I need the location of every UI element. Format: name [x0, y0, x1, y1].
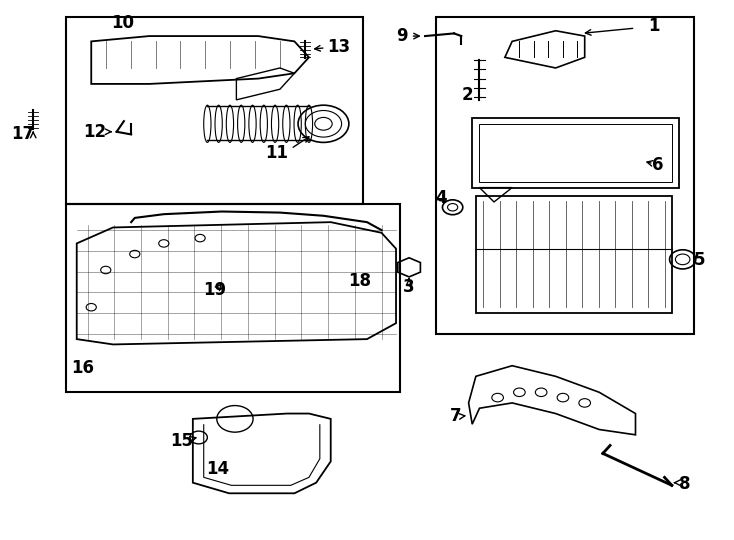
Text: 15: 15: [170, 432, 194, 450]
Text: 10: 10: [111, 14, 134, 32]
Text: 6: 6: [652, 156, 663, 174]
Text: 11: 11: [265, 144, 288, 162]
Text: 14: 14: [207, 461, 230, 478]
Text: 19: 19: [203, 281, 226, 299]
Text: 2: 2: [462, 85, 473, 104]
Text: 12: 12: [84, 123, 106, 141]
Text: 17: 17: [11, 125, 34, 144]
Text: 5: 5: [694, 252, 705, 269]
Text: 9: 9: [396, 27, 407, 45]
Bar: [479, 124, 672, 183]
Bar: [476, 195, 672, 313]
Text: 3: 3: [403, 278, 415, 296]
Bar: [66, 204, 399, 392]
Bar: [436, 17, 694, 334]
Text: 7: 7: [450, 407, 462, 425]
Text: 8: 8: [679, 475, 691, 492]
Text: 1: 1: [648, 17, 659, 36]
Text: 18: 18: [348, 272, 371, 289]
Bar: [472, 118, 679, 187]
Bar: [66, 17, 363, 204]
Text: 4: 4: [435, 189, 447, 207]
Text: 16: 16: [71, 359, 94, 377]
Text: 13: 13: [327, 38, 350, 56]
